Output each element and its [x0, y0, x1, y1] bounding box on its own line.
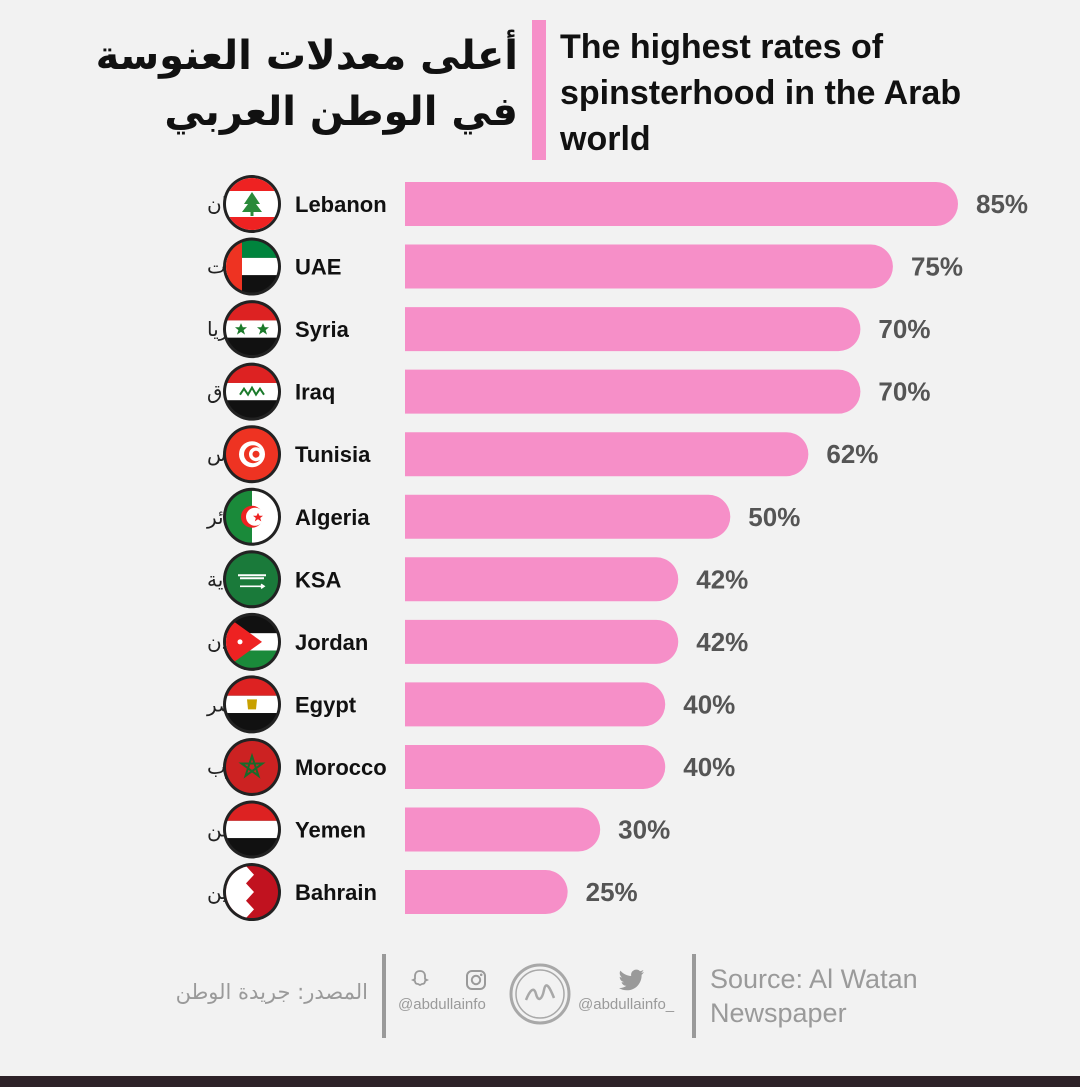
chart-svg: لبنانLebanon85%الاماراتUAE75%سورياSyria7…	[206, 175, 1028, 922]
value-label: 40%	[683, 689, 735, 719]
bar	[405, 182, 958, 226]
instagram-icon[interactable]	[464, 968, 488, 992]
yemen-flag	[223, 800, 281, 859]
snapchat-icon[interactable]	[408, 968, 432, 992]
bar	[405, 682, 666, 727]
logo-seal	[509, 963, 571, 1025]
value-label: 40%	[683, 752, 735, 782]
lebanon-flag	[223, 175, 281, 233]
handle-right[interactable]: @abdullainfo_	[578, 996, 675, 1013]
value-label: 25%	[586, 877, 638, 907]
value-label: 30%	[618, 815, 670, 845]
country-label-english: Tunisia	[295, 442, 371, 467]
bar	[405, 432, 809, 477]
country-label-english: Iraq	[295, 380, 335, 405]
bahrain-flag	[223, 863, 281, 922]
value-label: 75%	[911, 252, 963, 282]
country-label-english: Egypt	[295, 692, 357, 717]
bar	[405, 557, 679, 602]
title-english: The highest rates of spinsterhood in the…	[560, 28, 962, 158]
source-arabic: المصدر: جريدة الوطن	[175, 980, 368, 1004]
egypt-flag	[223, 675, 281, 734]
country-label-english: Bahrain	[295, 880, 377, 905]
algeria-flag	[223, 487, 281, 546]
bar-chart: لبنانLebanon85%الاماراتUAE75%سورياSyria7…	[206, 175, 1028, 922]
value-label: 50%	[748, 502, 800, 532]
title-accent-bar	[532, 20, 546, 160]
country-label-english: UAE	[295, 255, 341, 280]
jordan-flag	[223, 612, 281, 671]
value-label: 42%	[696, 564, 748, 594]
bar	[405, 244, 893, 289]
country-label-english: Lebanon	[295, 192, 387, 217]
country-label-english: KSA	[295, 567, 342, 592]
footer: المصدر: جريدة الوطن @abdullainfo @abdull…	[0, 940, 1080, 1087]
title-arabic: أعلى معدلات العنوسة في الوطن العربي	[95, 33, 518, 135]
header: أعلى معدلات العنوسة في الوطن العربي The …	[0, 0, 1080, 170]
value-label: 62%	[826, 439, 878, 469]
country-label-english: Syria	[295, 317, 350, 342]
bar	[405, 619, 679, 664]
bottom-strip	[0, 1076, 1080, 1087]
iraq-flag	[223, 362, 281, 421]
country-label-english: Algeria	[295, 505, 370, 530]
value-label: 70%	[878, 314, 930, 344]
value-label: 70%	[878, 377, 930, 407]
value-label: 85%	[976, 189, 1028, 219]
footer-divider-left	[382, 954, 386, 1038]
morocco-flag	[223, 737, 281, 796]
twitter-icon[interactable]	[618, 968, 646, 992]
country-label-english: Jordan	[295, 630, 368, 655]
country-label-english: Yemen	[295, 818, 366, 843]
syria-flag	[223, 300, 281, 359]
bar	[405, 369, 861, 414]
country-label-english: Morocco	[295, 755, 387, 780]
bar	[405, 870, 568, 915]
value-label: 42%	[696, 627, 748, 657]
bar	[405, 744, 666, 789]
footer-divider-right	[692, 954, 696, 1038]
bar	[405, 807, 601, 852]
bar	[405, 494, 731, 539]
ksa-flag	[223, 550, 281, 609]
uae-flag	[223, 237, 281, 296]
tunisia-flag	[223, 425, 281, 484]
bar	[405, 307, 861, 352]
handle-left[interactable]: @abdullainfo	[398, 996, 486, 1013]
source-english: Source: Al Watan Newspaper	[710, 964, 918, 1028]
